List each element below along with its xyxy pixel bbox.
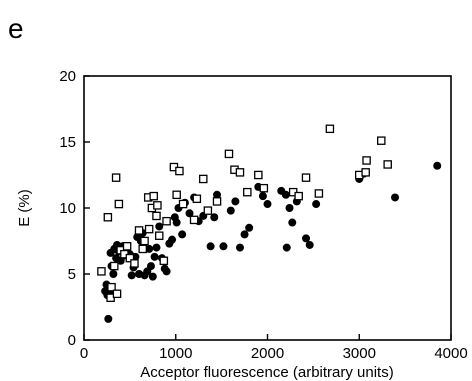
x-tick-label: 4000 — [434, 345, 467, 362]
open-square-point — [203, 206, 213, 215]
filled-circle-point — [258, 192, 267, 201]
open-square-point — [125, 253, 135, 263]
filled-circle-point — [302, 234, 311, 243]
open-square-point — [361, 168, 370, 177]
open-square-point — [254, 170, 263, 180]
x-axis-title: Acceptor fluorescence (arbitrary units) — [140, 364, 393, 381]
data-points — [97, 124, 442, 323]
panel-label: e — [8, 13, 24, 44]
y-tick-label: 10 — [59, 200, 76, 217]
filled-circle-point — [148, 272, 157, 281]
open-square-point — [189, 215, 199, 225]
filled-circle-point — [145, 244, 154, 253]
open-square-point — [122, 242, 132, 251]
x-tick-label: 1000 — [159, 345, 192, 362]
open-square-point — [175, 166, 184, 176]
filled-circle-point — [210, 213, 219, 222]
filled-circle-point — [219, 242, 228, 251]
filled-circle-point — [109, 270, 118, 278]
filled-circle-point — [285, 204, 294, 212]
y-tick-label: 15 — [59, 134, 76, 151]
open-square-point — [153, 201, 162, 210]
open-square-point — [314, 189, 324, 198]
open-square-point — [192, 194, 202, 204]
filled-circle-point — [127, 271, 136, 280]
open-square-point — [224, 149, 234, 159]
open-square-point — [114, 199, 124, 209]
open-square-point — [130, 259, 139, 268]
open-square-point — [362, 156, 371, 165]
filled-circle-point — [245, 223, 254, 232]
open-square-point — [199, 174, 208, 184]
open-square-point — [138, 244, 147, 254]
filled-circle-point — [104, 314, 113, 323]
open-square-point — [152, 211, 161, 221]
y-tick-label: 5 — [68, 266, 76, 283]
filled-circle-point — [150, 252, 159, 261]
open-square-point — [212, 197, 222, 206]
filled-circle-point — [312, 200, 321, 209]
filled-circle-point — [433, 161, 442, 170]
filled-circle-point — [231, 197, 240, 206]
open-square-point — [294, 191, 303, 201]
filled-circle-point — [168, 235, 177, 244]
x-tick-label: 0 — [80, 345, 88, 362]
filled-circle-point — [155, 222, 164, 231]
open-square-point — [377, 136, 386, 145]
open-square-point — [110, 261, 119, 271]
open-square-point — [144, 224, 154, 234]
filled-circle-point — [281, 190, 290, 199]
filled-circle-point — [391, 193, 400, 202]
open-square-point — [107, 282, 116, 292]
filled-circle-point — [146, 262, 155, 271]
open-square-point — [111, 173, 121, 182]
y-tick-label: 0 — [68, 332, 76, 349]
open-square-point — [154, 231, 164, 240]
filled-circle-point — [162, 267, 171, 276]
y-axis-title: E (%) — [16, 189, 33, 227]
open-square-point — [149, 191, 158, 201]
filled-circle-point — [263, 200, 272, 209]
open-square-point — [383, 160, 392, 169]
open-square-point — [159, 256, 169, 266]
filled-circle-point — [178, 230, 187, 239]
open-square-point — [140, 236, 149, 246]
open-square-point — [172, 190, 181, 200]
filled-circle-point — [206, 242, 215, 251]
open-square-point — [259, 183, 269, 193]
filled-circle-point — [282, 243, 291, 252]
filled-circle-point — [226, 206, 235, 215]
filled-circle-point — [172, 218, 181, 227]
x-tick-label: 2000 — [251, 345, 284, 362]
x-tick-label: 3000 — [343, 345, 376, 362]
open-square-point — [235, 168, 245, 177]
filled-circle-point — [185, 209, 194, 218]
filled-circle-point — [288, 218, 297, 227]
open-square-point — [97, 267, 106, 276]
open-square-point — [103, 212, 113, 222]
open-square-point — [243, 187, 252, 197]
y-tick-label: 20 — [59, 68, 76, 85]
open-square-point — [134, 226, 144, 235]
open-square-point — [112, 289, 122, 299]
y-axis-ticks: 0 5 10 15 20 — [59, 68, 90, 349]
filled-circle-point — [235, 243, 244, 252]
open-square-point — [178, 199, 188, 209]
open-square-point — [325, 124, 335, 134]
open-square-point — [301, 173, 311, 182]
x-axis-ticks: 0 1000 2000 3000 4000 — [80, 334, 468, 362]
filled-circle-point — [240, 230, 249, 239]
filled-circle-point — [305, 240, 314, 249]
filled-circle-point — [152, 243, 161, 252]
plot-area-frame — [83, 75, 452, 341]
filled-circle-point — [213, 190, 222, 199]
open-square-point — [162, 216, 171, 226]
